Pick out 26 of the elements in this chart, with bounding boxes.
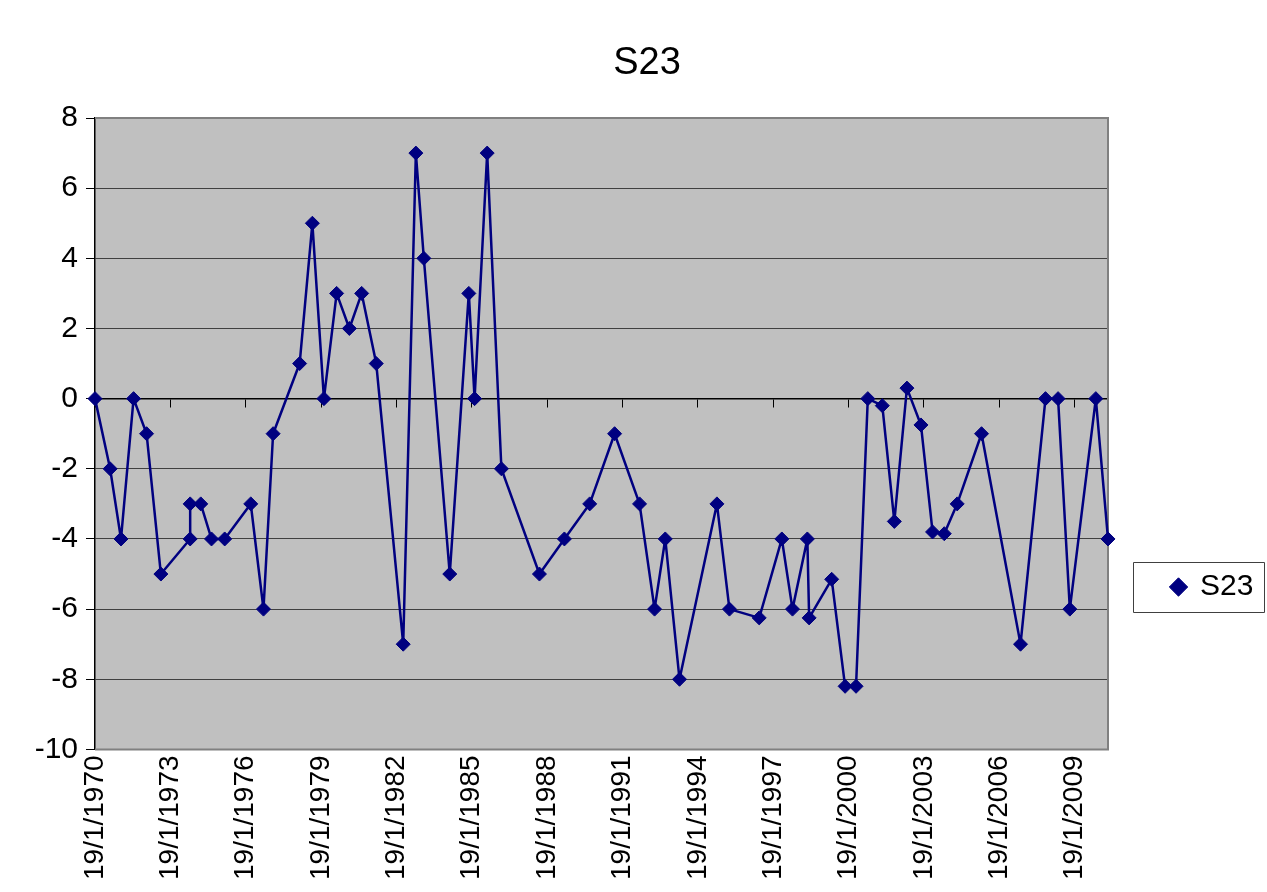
- x-tick-label: 19/1/1973: [153, 755, 185, 881]
- y-tick-label: -4: [51, 520, 78, 554]
- chart-title: S23: [613, 40, 681, 83]
- x-tick-label: 19/1/1985: [454, 755, 486, 881]
- y-tick-label: -2: [51, 450, 78, 484]
- x-tick-label: 19/1/2009: [1057, 755, 1089, 881]
- y-tick-label: 4: [61, 239, 78, 273]
- legend-label: S23: [1200, 568, 1254, 602]
- x-tick-label: 19/1/1970: [77, 755, 109, 881]
- x-tick-label: 19/1/1997: [755, 755, 787, 881]
- y-tick-label: -10: [34, 730, 78, 764]
- y-tick-label: 2: [61, 309, 78, 343]
- x-tick-label: 19/1/2006: [981, 755, 1013, 881]
- x-tick-label: 19/1/1979: [303, 755, 335, 881]
- y-tick-label: 6: [61, 169, 78, 203]
- x-tick-label: 19/1/1976: [228, 755, 260, 881]
- y-tick-label: -8: [51, 660, 78, 694]
- x-tick-label: 19/1/1982: [379, 755, 411, 881]
- x-tick-label: 19/1/2003: [906, 755, 938, 881]
- x-tick-label: 19/1/1988: [529, 755, 561, 881]
- x-tick-label: 19/1/2000: [831, 755, 863, 881]
- x-tick-label: 19/1/1991: [605, 755, 637, 881]
- y-tick-label: 8: [61, 99, 78, 133]
- y-tick-label: 0: [61, 379, 78, 413]
- x-tick-label: 19/1/1994: [680, 755, 712, 881]
- y-tick-label: -6: [51, 590, 78, 624]
